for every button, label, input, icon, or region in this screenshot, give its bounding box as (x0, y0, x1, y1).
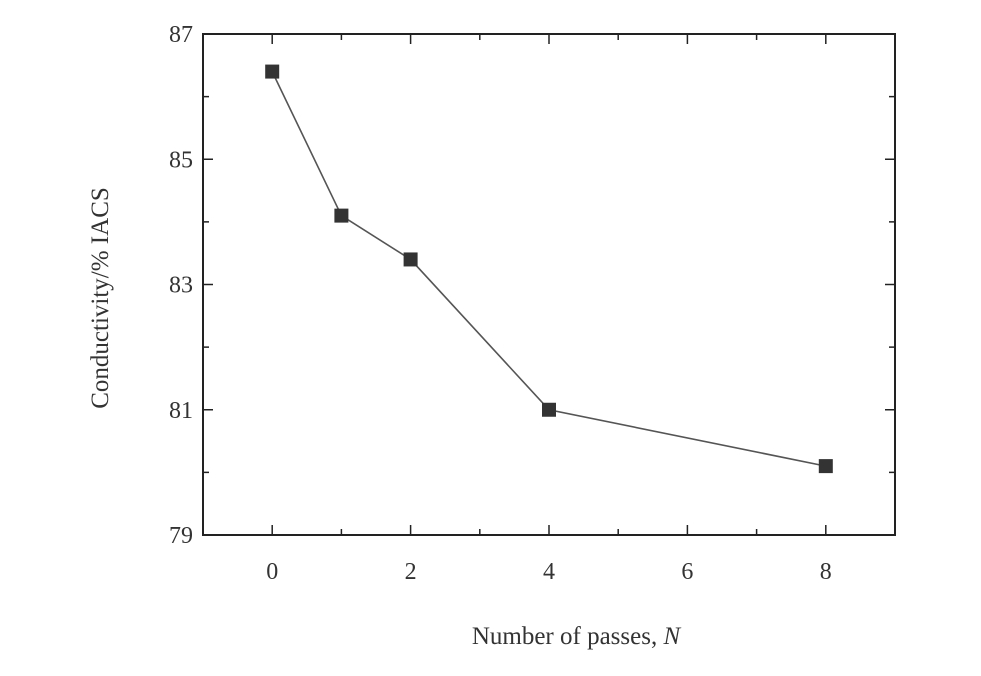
data-point-marker (818, 459, 833, 474)
x-tick-label: 2 (405, 559, 417, 585)
data-point-marker (334, 208, 349, 223)
y-tick-label: 87 (169, 22, 193, 48)
y-tick-label: 79 (169, 523, 193, 549)
x-tick-label: 8 (820, 559, 832, 585)
data-point-marker (542, 402, 556, 417)
data-series (265, 64, 833, 474)
y-tick-label: 81 (169, 398, 193, 424)
axes: 0 2 4 6 8 79 81 83 85 87 (169, 22, 896, 585)
x-axis-title: Number of passes, N (472, 623, 682, 650)
data-point-marker (265, 64, 280, 79)
x-tick-label: 0 (266, 559, 278, 585)
y-tick-label: 85 (169, 147, 193, 173)
y-tick-label: 83 (169, 273, 193, 299)
data-point-marker (403, 252, 418, 267)
x-tick-label: 6 (681, 559, 693, 585)
x-tick-label: 4 (543, 559, 555, 585)
y-axis-title: Conductivity/% IACS (87, 187, 114, 409)
